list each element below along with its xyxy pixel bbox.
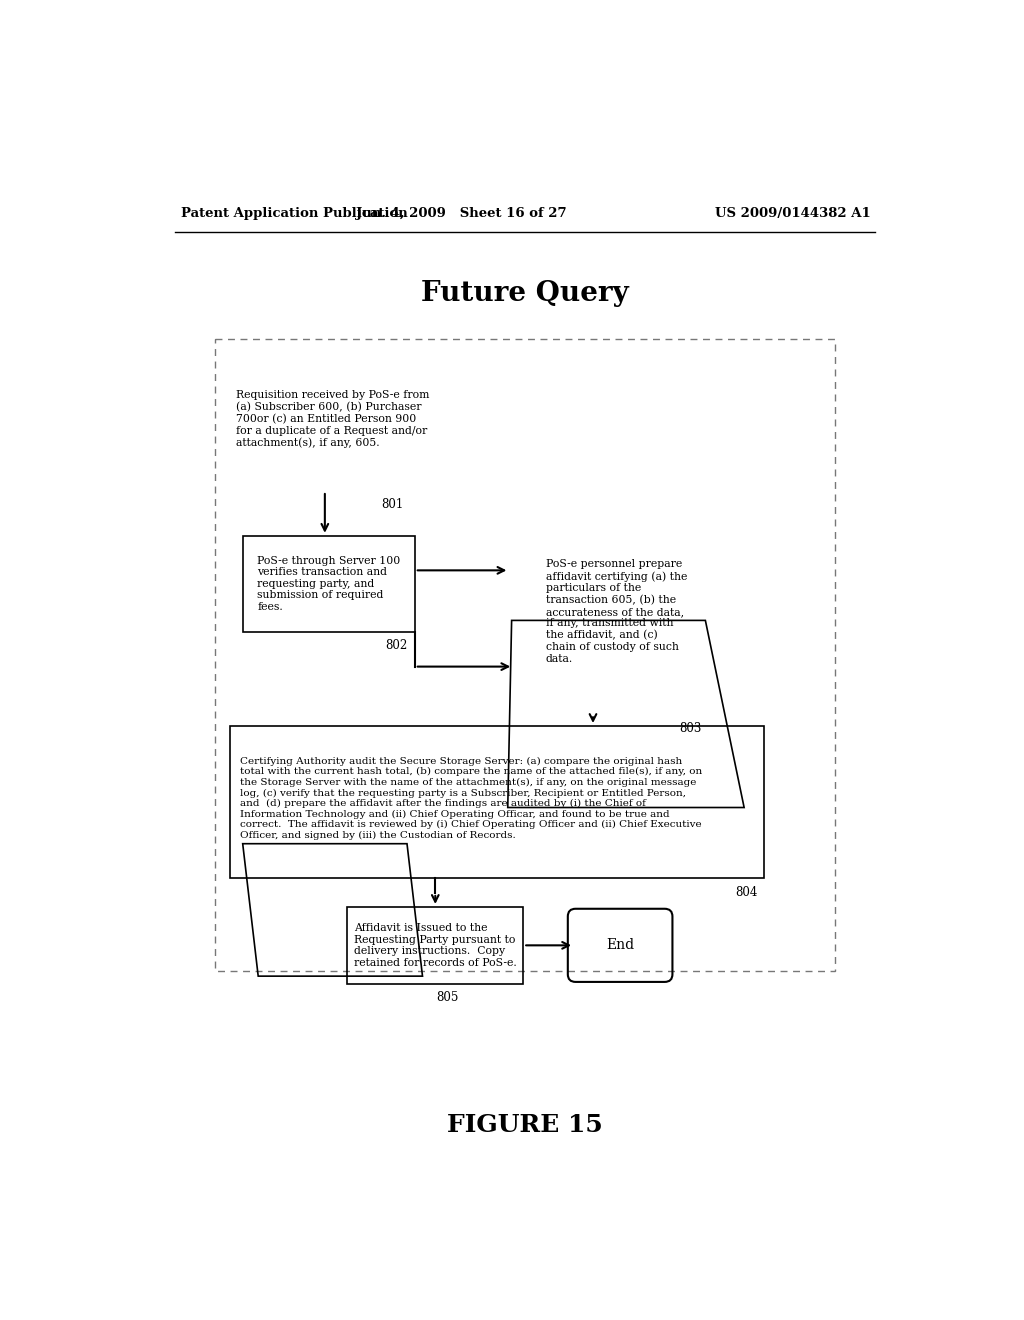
Text: 801: 801	[381, 499, 403, 511]
Text: 805: 805	[436, 991, 459, 1005]
Text: Requisition received by PoS-e from
(a) Subscriber 600, (b) Purchaser
700or (c) a: Requisition received by PoS-e from (a) S…	[236, 391, 429, 449]
Text: Certifying Authority audit the Secure Storage Server: (a) compare the original h: Certifying Authority audit the Secure St…	[240, 756, 701, 840]
Text: Jun. 4, 2009   Sheet 16 of 27: Jun. 4, 2009 Sheet 16 of 27	[356, 207, 566, 220]
Text: 802: 802	[385, 639, 407, 652]
Text: End: End	[606, 939, 634, 952]
Text: US 2009/0144382 A1: US 2009/0144382 A1	[715, 207, 870, 220]
Text: 803: 803	[679, 722, 701, 735]
Text: PoS-e personnel prepare
affidavit certifying (a) the
particulars of the
transact: PoS-e personnel prepare affidavit certif…	[546, 560, 687, 664]
Text: Patent Application Publication: Patent Application Publication	[180, 207, 408, 220]
Text: FIGURE 15: FIGURE 15	[446, 1113, 603, 1137]
Text: PoS-e through Server 100
verifies transaction and
requesting party, and
submissi: PoS-e through Server 100 verifies transa…	[257, 556, 400, 612]
Text: Affidavit is Issued to the
Requesting Party pursuant to
delivery instructions.  : Affidavit is Issued to the Requesting Pa…	[354, 923, 517, 968]
Text: Future Query: Future Query	[421, 280, 629, 306]
Text: 804: 804	[735, 886, 758, 899]
